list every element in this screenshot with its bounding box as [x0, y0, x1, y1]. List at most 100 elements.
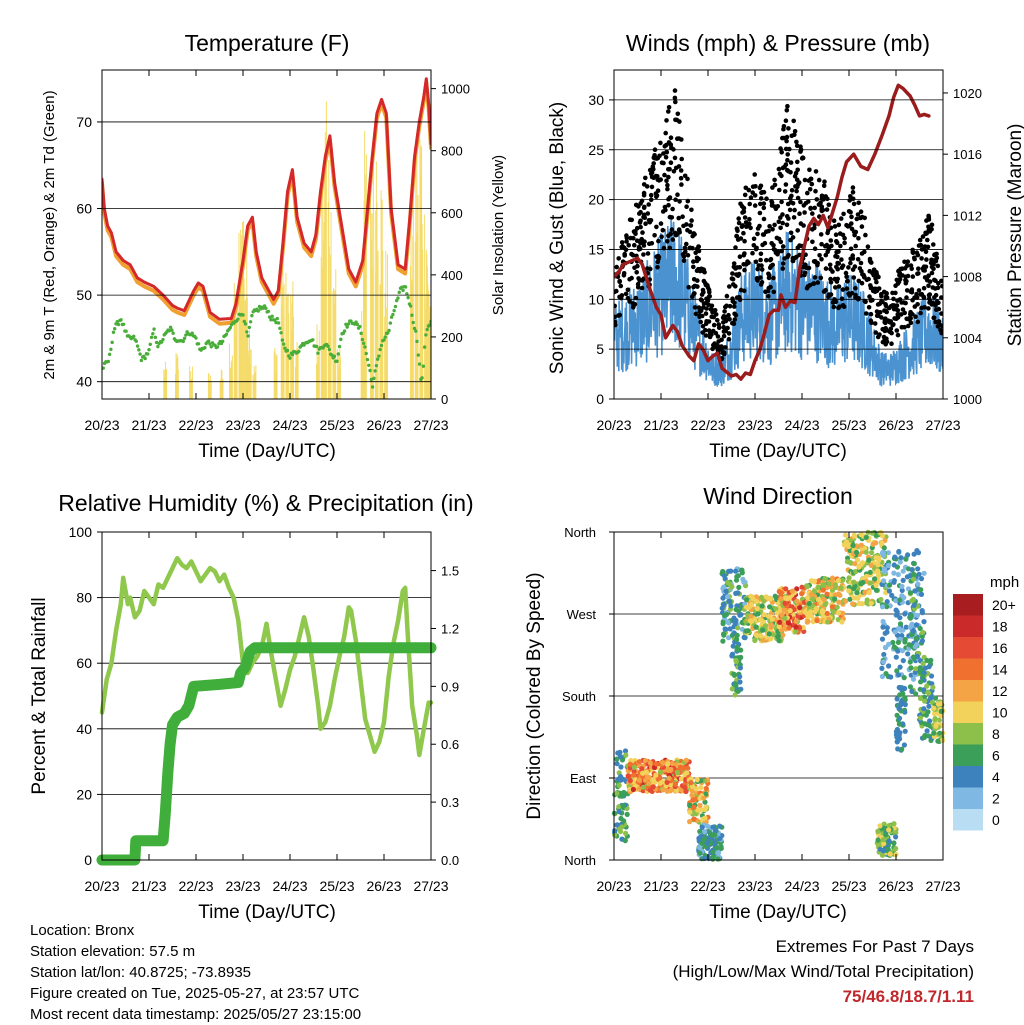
y-right-tick-label: 1.5 — [441, 564, 459, 579]
direction-dot — [858, 581, 864, 587]
gust-dot — [736, 294, 742, 300]
gust-dot — [780, 220, 785, 226]
gust-dot — [923, 264, 929, 270]
gust-dot — [687, 245, 693, 251]
gust-dot — [891, 322, 896, 327]
gust-dot — [809, 181, 815, 187]
direction-dot — [739, 567, 745, 573]
legend-swatch — [953, 809, 983, 831]
direction-dot — [614, 822, 620, 828]
gust-dot — [819, 208, 825, 214]
direction-dot — [870, 541, 876, 547]
gust-dot — [826, 293, 831, 299]
gust-dot — [683, 249, 688, 255]
gust-dot — [635, 263, 640, 269]
x-tick-label: 27/23 — [925, 878, 960, 894]
gust-dot — [780, 212, 785, 217]
direction-dot — [915, 566, 921, 572]
gust-dot — [759, 190, 764, 196]
gust-dot — [682, 245, 688, 251]
x-tick-label: 27/23 — [413, 417, 448, 433]
gust-dot — [866, 276, 871, 282]
gust-dot — [715, 317, 720, 323]
dewpoint-dot — [363, 345, 367, 349]
dewpoint-dot — [215, 345, 220, 349]
gust-dot — [850, 190, 856, 195]
gust-dot — [829, 243, 834, 249]
dewpoint-dot — [416, 353, 420, 357]
gust-dot — [703, 311, 709, 316]
gust-dot — [758, 251, 764, 257]
gust-dot — [629, 251, 634, 257]
gust-dot — [850, 185, 856, 190]
direction-dot — [894, 609, 900, 615]
direction-dot — [838, 585, 844, 591]
gust-dot — [673, 117, 678, 123]
gust-dot — [784, 222, 790, 228]
direction-dot — [687, 802, 693, 808]
y-right-tick-label: 400 — [441, 268, 463, 283]
dewpoint-dot — [134, 339, 138, 343]
dewpoint-dot — [196, 342, 201, 346]
legend-label: 18 — [992, 619, 1008, 635]
humidity-panel: 0 20 40 60 80 100 0.0 0.3 0.6 0.9 1.2 1.5 20/23 21/23… — [69, 524, 459, 894]
direction-dot — [769, 616, 775, 622]
direction-dot — [652, 779, 658, 786]
direction-dot — [842, 532, 849, 538]
gust-dot — [853, 285, 858, 291]
gust-dot — [934, 299, 940, 305]
gust-dot — [932, 252, 938, 257]
gust-dot — [666, 202, 671, 208]
gust-dot — [759, 267, 765, 272]
y-right-tick-label: 1000 — [953, 392, 982, 407]
dewpoint-dot — [400, 285, 404, 289]
x-tick-label: 23/23 — [737, 878, 772, 894]
gust-dot — [839, 265, 845, 271]
gust-dot — [875, 313, 881, 319]
gust-dot — [887, 320, 893, 325]
direction-dot — [688, 780, 694, 786]
direction-dot — [714, 845, 720, 851]
legend-swatch — [953, 658, 983, 680]
gust-dot — [732, 304, 737, 309]
y-right-tick-label: 1008 — [953, 270, 982, 285]
direction-dot — [748, 613, 754, 620]
dewpoint-dot — [364, 351, 368, 356]
direction-dot — [879, 604, 886, 610]
dewpoint-dot — [370, 385, 375, 389]
gust-dot — [758, 257, 763, 263]
gust-dot — [926, 296, 932, 301]
dewpoint-dot — [379, 343, 384, 348]
dewpoint-dot — [367, 363, 371, 368]
legend-label: 6 — [992, 748, 1000, 764]
direction-dot — [894, 696, 900, 702]
created-text: Figure created on Tue, 2025-05-27, at 23… — [30, 985, 360, 1002]
temp-2m-line — [102, 77, 431, 321]
direction-dot — [858, 542, 864, 548]
gust-dot — [677, 199, 682, 204]
direction-dot — [847, 596, 853, 602]
temperature-xlabel: Time (Day/UTC) — [198, 441, 336, 462]
direction-dot — [886, 663, 892, 669]
gust-dot — [676, 228, 682, 233]
gust-dot — [752, 193, 758, 198]
gust-dot — [722, 350, 727, 355]
gust-dot — [645, 266, 650, 271]
direction-dot — [715, 850, 722, 856]
gust-dot — [662, 172, 667, 178]
direction-dot — [854, 590, 860, 596]
gust-dot — [736, 220, 742, 226]
gust-dot — [931, 315, 937, 321]
x-tick-label: 21/23 — [643, 417, 678, 433]
direction-dot — [702, 806, 708, 813]
direction-dot — [653, 761, 660, 767]
direction-dot — [736, 584, 742, 591]
gust-dot — [637, 211, 642, 216]
y-right-tick-label: 800 — [441, 144, 463, 159]
dewpoint-dot — [345, 325, 349, 329]
dewpoint-dot — [355, 322, 360, 327]
dewpoint-dot — [109, 347, 113, 352]
gust-dot — [930, 285, 936, 290]
direction-dot — [832, 592, 838, 598]
direction-dot — [867, 569, 873, 575]
